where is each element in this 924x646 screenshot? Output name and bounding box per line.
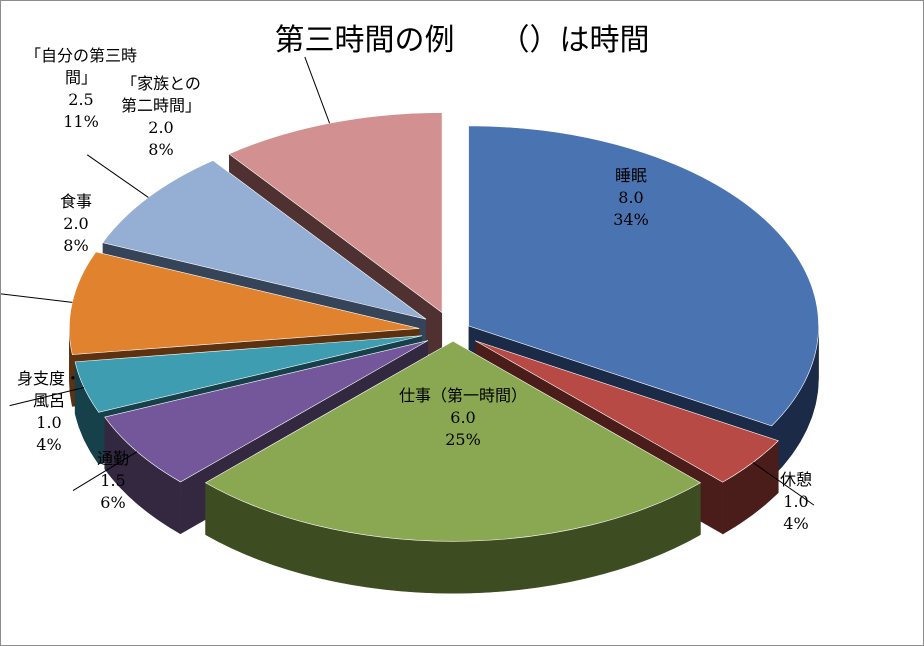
chart-title: 第三時間の例 （）は時間 (274, 23, 650, 58)
slice-top-face (204, 340, 702, 542)
data-label: 休憩 1.0 4% (780, 470, 812, 533)
leader-line (72, 451, 138, 491)
pie-slice (204, 340, 702, 594)
slice-top-face (468, 125, 819, 427)
leader-line (86, 154, 149, 198)
leader-line (9, 387, 85, 407)
leader-line (1, 293, 73, 303)
data-label: 身支度・風呂 1.0 4% (17, 369, 81, 454)
data-label: 通勤 1.5 6% (97, 449, 129, 512)
data-label: 仕事（第一時間） 6.0 25% (399, 386, 527, 449)
slice-top-face (228, 112, 443, 314)
data-label: 睡眠 8.0 34% (613, 166, 649, 229)
data-label: 食事 2.0 8% (60, 192, 92, 255)
data-label: 「自分の第三時間」 2.5 11% (25, 46, 137, 131)
slice-top-face (74, 335, 423, 413)
leader-line (752, 462, 815, 506)
slice-top-face (104, 340, 429, 483)
data-label: 「家族との第二時間」 2.0 8% (121, 74, 201, 159)
leader-line (304, 56, 331, 124)
